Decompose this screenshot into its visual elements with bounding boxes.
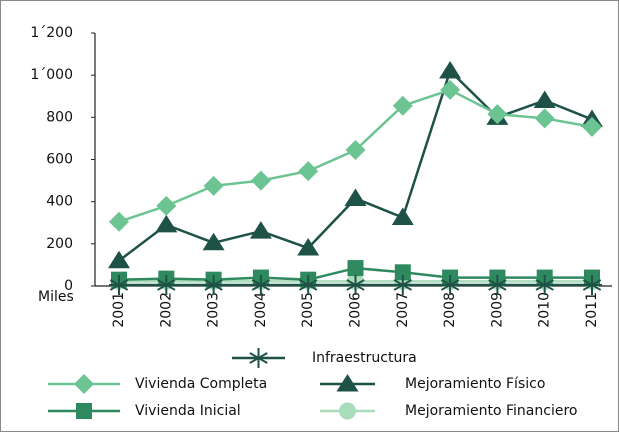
data-point (392, 274, 413, 295)
data-point (156, 195, 177, 216)
data-point (109, 274, 129, 295)
data-point (440, 79, 461, 100)
data-point (345, 140, 366, 161)
data-point (534, 108, 555, 129)
y-unit-label: Miles (38, 289, 74, 305)
legend-label: Mejoramiento Físico (405, 376, 545, 392)
data-point (391, 207, 414, 225)
x-tick-label: 2005 (300, 292, 316, 328)
data-point (155, 214, 178, 233)
data-point (534, 274, 555, 295)
data-point (202, 232, 225, 251)
data-point (250, 170, 271, 191)
legend-marker (248, 348, 269, 368)
y-tick-label: 600 (46, 152, 73, 168)
data-point (439, 60, 462, 79)
x-tick-label: 2002 (158, 292, 174, 328)
x-tick-label: 2008 (442, 292, 458, 328)
data-point (582, 274, 602, 295)
x-tick-label: 2006 (348, 292, 364, 328)
data-point (297, 238, 320, 256)
legend-marker (336, 374, 359, 392)
x-tick-label: 2007 (395, 292, 411, 328)
data-point (345, 274, 366, 295)
legend-label: Vivienda Inicial (135, 403, 241, 419)
data-point (347, 260, 364, 277)
x-tick-label: 2004 (253, 292, 269, 328)
data-point (582, 116, 602, 137)
data-point (203, 274, 224, 295)
data-point (440, 274, 461, 295)
y-tick-label: 400 (46, 194, 73, 210)
legend-label: Vivienda Completa (135, 376, 267, 392)
data-point (108, 250, 130, 269)
legend-label: Mejoramiento Financiero (405, 403, 577, 419)
data-point (392, 95, 413, 116)
data-point (298, 161, 319, 182)
data-point (487, 274, 508, 295)
data-point (109, 211, 129, 232)
legend-marker (74, 374, 94, 394)
data-point (203, 175, 224, 196)
x-tick-label: 2001 (111, 292, 127, 328)
data-point (249, 221, 272, 239)
y-tick-label: 200 (46, 236, 73, 252)
y-tick-label: 1´200 (30, 25, 73, 41)
data-point (344, 188, 367, 207)
y-tick-label: 800 (46, 109, 73, 125)
y-tick-label: 1´000 (30, 67, 73, 83)
data-point (250, 274, 271, 295)
x-tick-label: 2011 (584, 292, 600, 328)
y-tick-label: 0 (64, 278, 73, 294)
data-point (394, 264, 411, 281)
data-point (298, 274, 319, 295)
legend-marker (76, 403, 92, 419)
data-point (533, 90, 556, 108)
data-point (156, 274, 177, 295)
x-tick-label: 2003 (206, 292, 222, 328)
series-line (118, 68, 593, 262)
x-tick-label: 2009 (489, 292, 505, 328)
legend-marker (339, 402, 356, 420)
legend-label: Infraestructura (312, 350, 417, 366)
data-point (487, 104, 508, 125)
x-tick-label: 2010 (537, 292, 553, 328)
